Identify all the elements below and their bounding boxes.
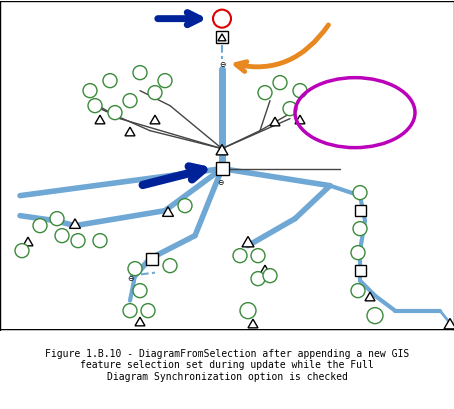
Polygon shape — [218, 34, 226, 41]
Circle shape — [103, 74, 117, 88]
Circle shape — [123, 94, 137, 108]
Polygon shape — [69, 219, 80, 228]
Circle shape — [283, 102, 297, 116]
Circle shape — [251, 272, 265, 285]
Circle shape — [141, 303, 155, 318]
Circle shape — [178, 199, 192, 213]
Bar — [146, 253, 158, 265]
Polygon shape — [270, 117, 280, 126]
Polygon shape — [95, 115, 105, 124]
Circle shape — [351, 246, 365, 260]
Circle shape — [240, 303, 256, 319]
Circle shape — [128, 262, 142, 276]
Circle shape — [50, 211, 64, 226]
Polygon shape — [23, 237, 33, 246]
Polygon shape — [365, 292, 375, 301]
Polygon shape — [295, 115, 305, 124]
Polygon shape — [163, 207, 173, 216]
Circle shape — [273, 76, 287, 90]
Circle shape — [353, 186, 367, 200]
Text: ⊖: ⊖ — [217, 178, 223, 187]
Circle shape — [133, 284, 147, 298]
Circle shape — [108, 106, 122, 120]
Circle shape — [83, 84, 97, 98]
Bar — [355, 205, 365, 216]
Circle shape — [148, 85, 162, 100]
Polygon shape — [444, 319, 454, 329]
Polygon shape — [216, 144, 228, 155]
Circle shape — [251, 249, 265, 263]
Circle shape — [158, 74, 172, 88]
Circle shape — [71, 234, 85, 247]
Bar — [216, 162, 228, 175]
Circle shape — [33, 219, 47, 233]
Circle shape — [258, 85, 272, 100]
Circle shape — [293, 84, 307, 98]
Text: Figure 1.B.10 - DiagramFromSelection after appending a new GIS
feature selection: Figure 1.B.10 - DiagramFromSelection aft… — [45, 348, 409, 382]
Text: ⊖: ⊖ — [127, 274, 133, 283]
Polygon shape — [150, 115, 160, 124]
Polygon shape — [260, 265, 270, 274]
Circle shape — [88, 99, 102, 112]
Circle shape — [55, 229, 69, 243]
Bar — [216, 31, 228, 43]
Circle shape — [15, 244, 29, 258]
Circle shape — [163, 258, 177, 273]
Circle shape — [353, 222, 367, 236]
Circle shape — [263, 269, 277, 283]
Circle shape — [123, 303, 137, 318]
Circle shape — [213, 10, 231, 28]
Circle shape — [93, 234, 107, 247]
Bar — [355, 265, 365, 276]
Circle shape — [351, 284, 365, 298]
Text: ⊖: ⊖ — [219, 60, 225, 69]
Circle shape — [233, 249, 247, 263]
Polygon shape — [242, 236, 254, 247]
Circle shape — [133, 66, 147, 80]
Circle shape — [367, 308, 383, 324]
Polygon shape — [125, 127, 135, 136]
Polygon shape — [135, 317, 145, 326]
Polygon shape — [248, 319, 258, 328]
